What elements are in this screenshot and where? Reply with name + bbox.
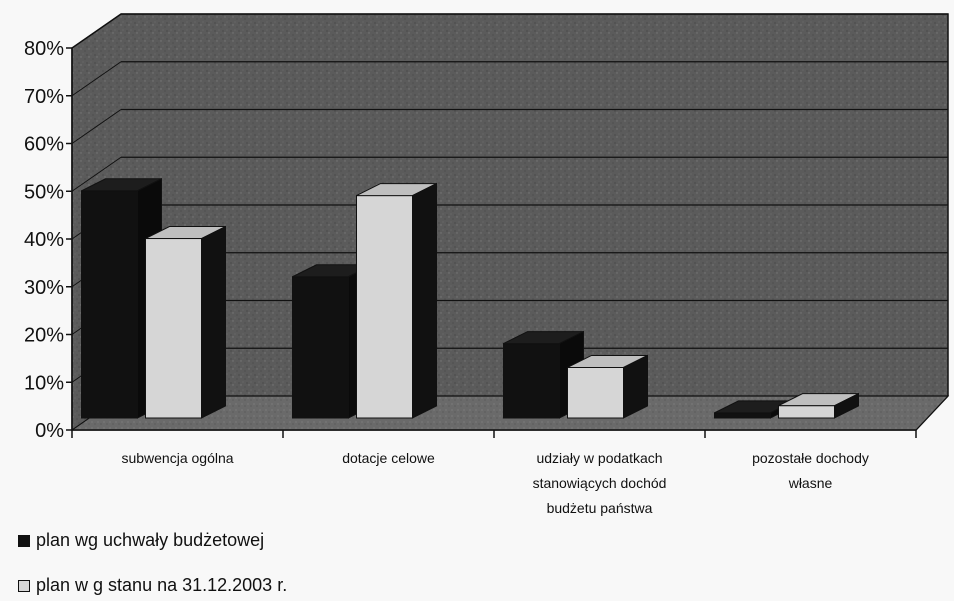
y-tick-label: 20% [24,325,64,347]
legend-item-2: plan w g stanu na 31.12.2003 r. [18,575,287,596]
bar-1-1 [356,195,413,419]
axis-layer [66,47,917,438]
y-tick-label: 10% [24,372,64,394]
y-tick-label: 70% [24,86,64,108]
bar-side-1-0 [201,225,226,419]
legend-swatch-dark [18,534,30,547]
bars-layer [81,177,859,419]
category-label: stanowiących dochód [533,475,667,491]
legend: plan wg uchwały budżetowej plan w g stan… [18,518,518,598]
category-label: budżetu państwa [547,500,653,516]
category-label: własne [788,475,833,491]
y-tick-label: 30% [24,277,64,299]
y-tick-label: 0% [35,420,64,442]
y-tick-label: 40% [24,229,64,251]
bar-1-2 [567,366,624,419]
y-tick-label: 60% [24,134,64,156]
bar-0-3 [714,412,771,419]
bar-side-1-3 [834,392,859,419]
category-label: pozostałe dochody [752,450,869,466]
bar-side-1-1 [412,182,437,419]
category-label: dotacje celowe [342,450,435,466]
bar-0-0 [81,190,138,419]
legend-item-1: plan wg uchwały budżetowej [18,530,264,551]
gridline-diagonal [71,61,122,97]
legend-swatch-light [18,579,30,592]
category-label: udziały w podatkach [536,450,662,466]
y-tick-label: 80% [24,38,64,60]
legend-label-2: plan w g stanu na 31.12.2003 r. [36,575,288,595]
bar-side-1-2 [623,354,648,419]
bar-0-1 [292,276,349,419]
legend-label-1: plan wg uchwały budżetowej [36,530,265,550]
labels-layer: 0% 10% 20% 30% 40% 50% 60% 70% 80% subwencja ogól… [24,38,869,516]
bar-1-3 [778,405,835,419]
gridline-diagonal [71,156,122,192]
gridline-diagonal [71,13,122,49]
bar-0-2 [503,343,560,419]
bar-1-0 [145,238,202,419]
category-label: subwencja ogólna [121,450,233,466]
y-tick-label: 50% [24,181,64,203]
gridline-diagonal [71,109,122,144]
